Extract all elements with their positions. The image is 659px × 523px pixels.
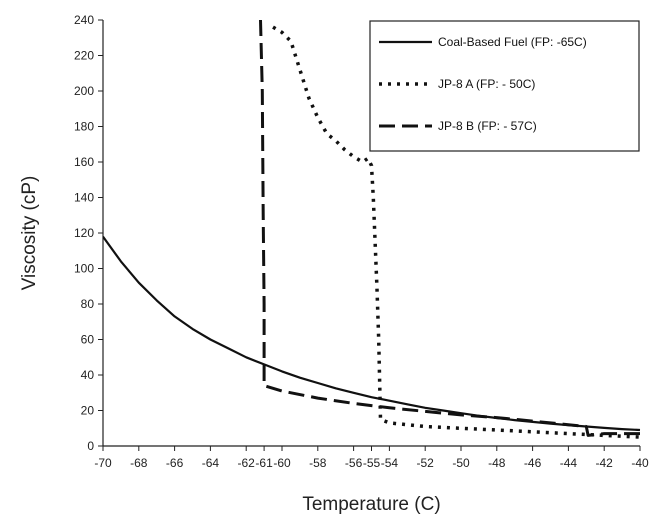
y-tick-label: 220 bbox=[74, 49, 94, 63]
y-tick-label: 20 bbox=[81, 404, 95, 418]
x-tick-label: -40 bbox=[631, 456, 649, 470]
y-tick-label: 240 bbox=[74, 13, 94, 27]
y-tick-label: 0 bbox=[87, 439, 94, 453]
x-tick-label: -42 bbox=[596, 456, 614, 470]
x-tick-label: -48 bbox=[488, 456, 506, 470]
x-tick-label: -70 bbox=[94, 456, 112, 470]
x-tick-label: -61 bbox=[255, 456, 273, 470]
x-tick-label: -66 bbox=[166, 456, 184, 470]
x-tick-label: -64 bbox=[202, 456, 220, 470]
legend-label-2: JP-8 A (FP: - 50C) bbox=[438, 77, 535, 91]
x-tick-label: -68 bbox=[130, 456, 148, 470]
series-line-2 bbox=[272, 25, 641, 439]
y-tick-label: 200 bbox=[74, 84, 94, 98]
x-tick-label: -52 bbox=[417, 456, 435, 470]
series-line-3 bbox=[259, 19, 640, 437]
x-tick-label: -56 bbox=[345, 456, 363, 470]
legend-label-1: Coal-Based Fuel (FP: -65C) bbox=[438, 35, 587, 49]
y-tick-label: 180 bbox=[74, 120, 94, 134]
x-tick-label: -55 bbox=[363, 456, 381, 470]
x-tick-label: -62 bbox=[238, 456, 256, 470]
series-line-1 bbox=[103, 235, 641, 432]
y-tick-label: 160 bbox=[74, 155, 94, 169]
x-tick-label: -54 bbox=[381, 456, 399, 470]
y-tick-label: 80 bbox=[81, 297, 95, 311]
y-axis-title: Viscosity (cP) bbox=[19, 176, 40, 291]
x-tick-label: -44 bbox=[560, 456, 578, 470]
legend-label-3: JP-8 B (FP: - 57C) bbox=[438, 119, 537, 133]
y-tick-label: 100 bbox=[74, 262, 94, 276]
y-tick-label: 40 bbox=[81, 368, 95, 382]
x-tick-label: -58 bbox=[309, 456, 327, 470]
y-tick-label: 120 bbox=[74, 226, 94, 240]
x-tick-label: -50 bbox=[452, 456, 470, 470]
y-tick-label: 60 bbox=[81, 333, 95, 347]
x-axis-title: Temperature (C) bbox=[302, 494, 440, 515]
x-tick-label: -46 bbox=[524, 456, 542, 470]
y-tick-label: 140 bbox=[74, 191, 94, 205]
x-tick-label: -60 bbox=[273, 456, 291, 470]
